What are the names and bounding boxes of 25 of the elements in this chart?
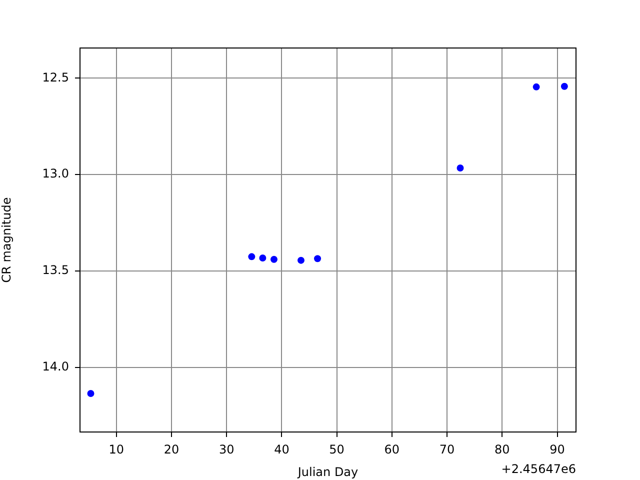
y-tick-label: 13.0 bbox=[42, 166, 69, 181]
x-tick-label: 20 bbox=[164, 442, 180, 456]
x-tick-label: 50 bbox=[329, 442, 344, 456]
y-tick-label: 14.0 bbox=[42, 359, 69, 374]
point bbox=[297, 256, 304, 264]
point bbox=[270, 256, 278, 263]
point bbox=[87, 390, 94, 397]
x-tick-label: 90 bbox=[550, 442, 565, 456]
y-tick-label: 13.5 bbox=[42, 263, 69, 278]
x-axis-title: Julian Day bbox=[296, 464, 358, 479]
point bbox=[314, 255, 322, 262]
point bbox=[248, 253, 256, 260]
x-tick-label: 10 bbox=[108, 442, 124, 456]
point bbox=[532, 83, 540, 90]
x-tick-label: 30 bbox=[218, 442, 234, 456]
x-tick-label: 80 bbox=[494, 442, 510, 456]
x-tick-label: 60 bbox=[384, 442, 400, 456]
point bbox=[259, 254, 266, 262]
y-axis-title: CR magnitude bbox=[0, 197, 14, 283]
x-tick-label: 40 bbox=[274, 442, 290, 456]
text: +2.45647e6 bbox=[501, 462, 576, 476]
point bbox=[560, 82, 568, 90]
y-tick-label: 12.5 bbox=[42, 70, 69, 84]
point bbox=[456, 164, 464, 172]
x-tick-label: 70 bbox=[439, 442, 455, 456]
